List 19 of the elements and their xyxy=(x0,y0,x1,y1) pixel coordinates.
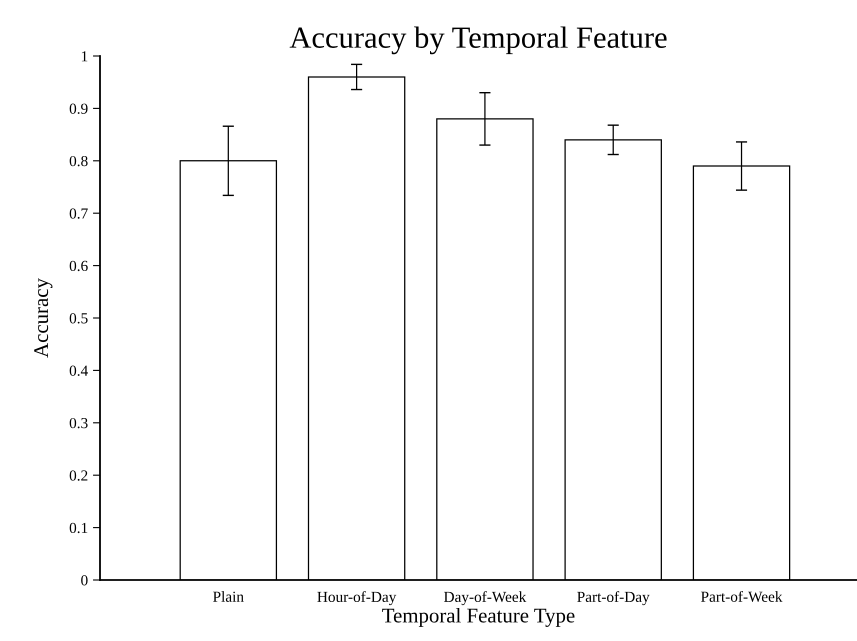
y-tick-label: 0.9 xyxy=(70,104,88,114)
x-tick-label: Day-of-Week xyxy=(444,591,526,606)
x-axis-title: Temporal Feature Type xyxy=(382,608,574,627)
x-tick-label: Part-of-Week xyxy=(701,590,782,602)
x-tick-label: Plain xyxy=(213,591,244,602)
y-tick-label: 0 xyxy=(81,575,88,586)
x-tick-label: Part-of-Day xyxy=(577,591,650,606)
x-tick-label: Hour-of-Day xyxy=(317,591,396,606)
y-tick-label: 1 xyxy=(82,51,88,62)
chart-title: Accuracy by Temporal Feature xyxy=(290,26,667,54)
y-tick-label: 0.6 xyxy=(70,260,88,272)
y-tick-label: 0.8 xyxy=(70,156,88,166)
y-tick-label: 0.7 xyxy=(70,208,88,219)
y-axis-title: Accuracy xyxy=(34,278,52,358)
y-tick-label: 0.1 xyxy=(70,522,88,534)
y-tick-label: 0.2 xyxy=(70,470,88,481)
y-tick-label: 0.4 xyxy=(70,366,88,376)
y-tick-label: 0.3 xyxy=(70,418,88,428)
y-tick-label: 0.5 xyxy=(70,313,88,324)
